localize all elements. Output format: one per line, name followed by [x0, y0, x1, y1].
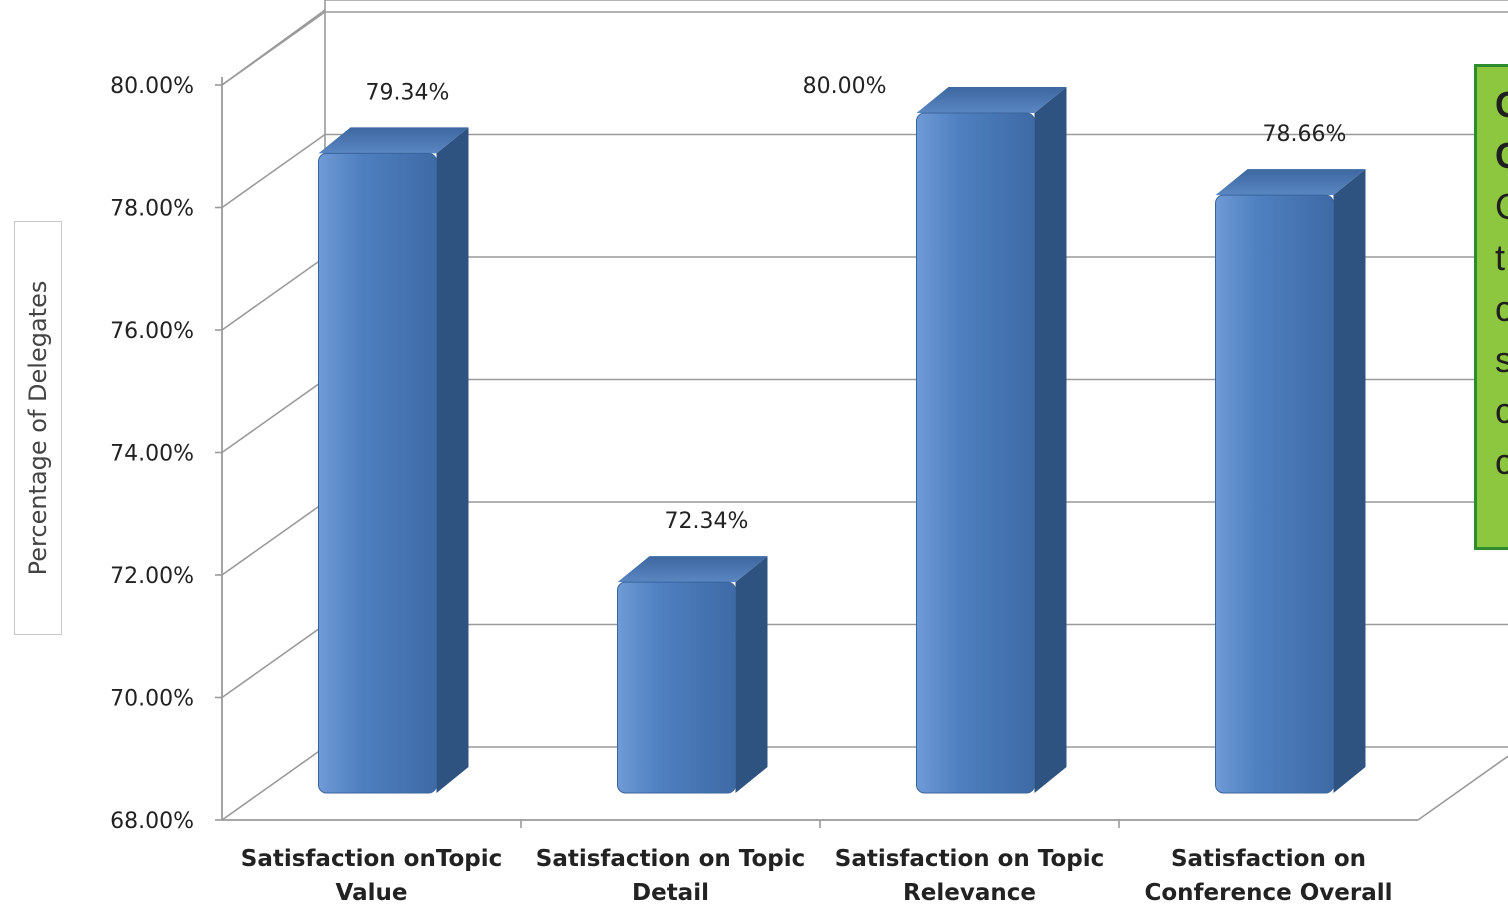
x-tick-label: Satisfaction on — [1171, 846, 1366, 872]
gridline-side — [221, 378, 326, 454]
note-line-6: c — [1495, 436, 1508, 487]
bar — [318, 127, 469, 794]
bar-top — [1215, 169, 1366, 196]
note-box: C C C t c s c c — [1474, 64, 1508, 550]
bars: 79.34% 72.34% 80.00% 78.66% — [318, 74, 1366, 794]
y-tick-label: 72.00% — [110, 564, 194, 589]
y-tick-label: 78.00% — [110, 197, 194, 222]
bar-side — [1034, 87, 1067, 793]
y-axis-title-box: Percentage of Delegates — [14, 221, 62, 635]
bar-front — [1215, 194, 1334, 794]
bar — [916, 87, 1067, 794]
y-tick-label: 70.00% — [110, 687, 194, 712]
bar-side — [735, 556, 768, 793]
bar-front — [916, 112, 1035, 794]
bar-top — [617, 556, 768, 583]
gridline-side — [221, 501, 326, 576]
gridline-side — [221, 623, 326, 699]
bar-side — [436, 127, 469, 794]
note-line-bold-1: C — [1495, 79, 1508, 130]
data-label: 78.66% — [1263, 122, 1347, 147]
x-tick-label: Satisfaction on Topic — [536, 846, 805, 872]
note-line-2: t — [1495, 237, 1506, 278]
x-tick-label: Conference Overall — [1145, 880, 1393, 904]
bar — [617, 556, 768, 794]
note-text: C C C t c s c c — [1495, 79, 1508, 487]
y-tick-label: 74.00% — [110, 442, 194, 467]
y-axis-title: Percentage of Delegates — [24, 280, 52, 576]
x-tick-label: Satisfaction on Topic — [835, 846, 1104, 872]
note-line-1: C — [1495, 181, 1508, 232]
bar-top — [318, 127, 469, 154]
floor-edge — [1417, 755, 1508, 821]
bar-side — [1333, 169, 1366, 793]
note-line-bold-2: C — [1495, 130, 1508, 181]
bar-front — [617, 581, 736, 794]
bar — [1215, 169, 1366, 794]
wall-edge — [221, 9, 326, 86]
data-label: 80.00% — [803, 74, 887, 99]
bar-top — [916, 87, 1067, 113]
gridline-side — [221, 133, 326, 209]
y-tick-label: 80.00% — [110, 74, 194, 99]
y-axis-ticks: 68.00% 70.00% 72.00% 74.00% 76.00% 78.00% 80.0… — [110, 74, 222, 834]
bar-front — [318, 152, 437, 794]
x-tick-label: Value — [336, 880, 408, 904]
y-tick-label: 68.00% — [110, 809, 194, 834]
x-axis-labels: Satisfaction onTopic Value Satisfaction on… — [241, 846, 1393, 904]
gridline-side — [221, 746, 326, 821]
data-label: 79.34% — [366, 80, 450, 105]
data-label: 72.34% — [665, 509, 749, 534]
x-tick-label: Detail — [632, 880, 709, 904]
note-line-4: s — [1495, 334, 1508, 385]
note-line-5: c — [1495, 385, 1508, 436]
x-tick-label: Relevance — [903, 880, 1036, 904]
x-tick-label: Satisfaction onTopic — [241, 846, 502, 872]
note-line-3: c — [1495, 283, 1508, 334]
y-tick-label: 76.00% — [110, 319, 194, 344]
gridline-side — [221, 256, 326, 331]
